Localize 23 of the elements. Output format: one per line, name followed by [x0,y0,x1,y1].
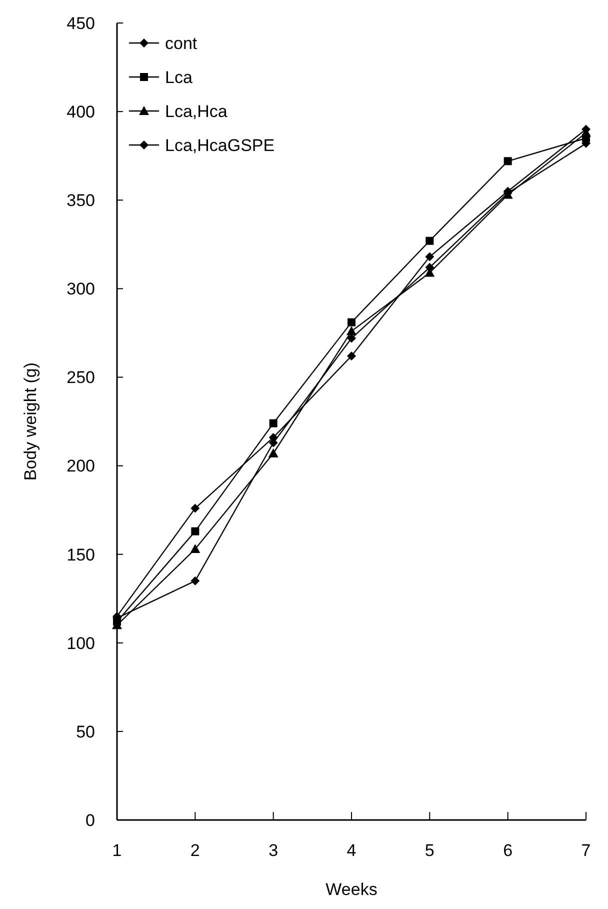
y-tick-label: 50 [76,722,95,742]
y-tick-label: 200 [66,456,95,476]
x-tick-label: 6 [503,841,513,860]
legend-label: cont [165,34,198,53]
legend-label: Lca,Hca [165,102,228,121]
x-axis-title: Weeks [326,880,378,899]
y-tick-label: 100 [66,634,95,653]
y-tick-label: 0 [86,810,95,830]
x-tick-label: 5 [424,841,434,860]
x-tick-label: 3 [268,841,278,860]
x-tick-label: 2 [190,841,200,860]
x-tick-label: 4 [346,841,356,860]
legend-label: Lca [165,68,193,87]
y-tick-label: 450 [66,14,95,33]
legend-label: Lca,HcaGSPE [165,136,275,155]
y-tick-label: 400 [66,102,95,122]
y-tick-label: 150 [66,545,95,564]
y-tick-label: 250 [66,368,95,388]
y-tick-label: 300 [66,280,95,299]
x-tick-label: 1 [112,841,122,860]
x-tick-label: 7 [581,841,591,860]
y-tick-label: 350 [66,191,95,210]
y-axis-title: Body weight (g) [21,362,40,481]
